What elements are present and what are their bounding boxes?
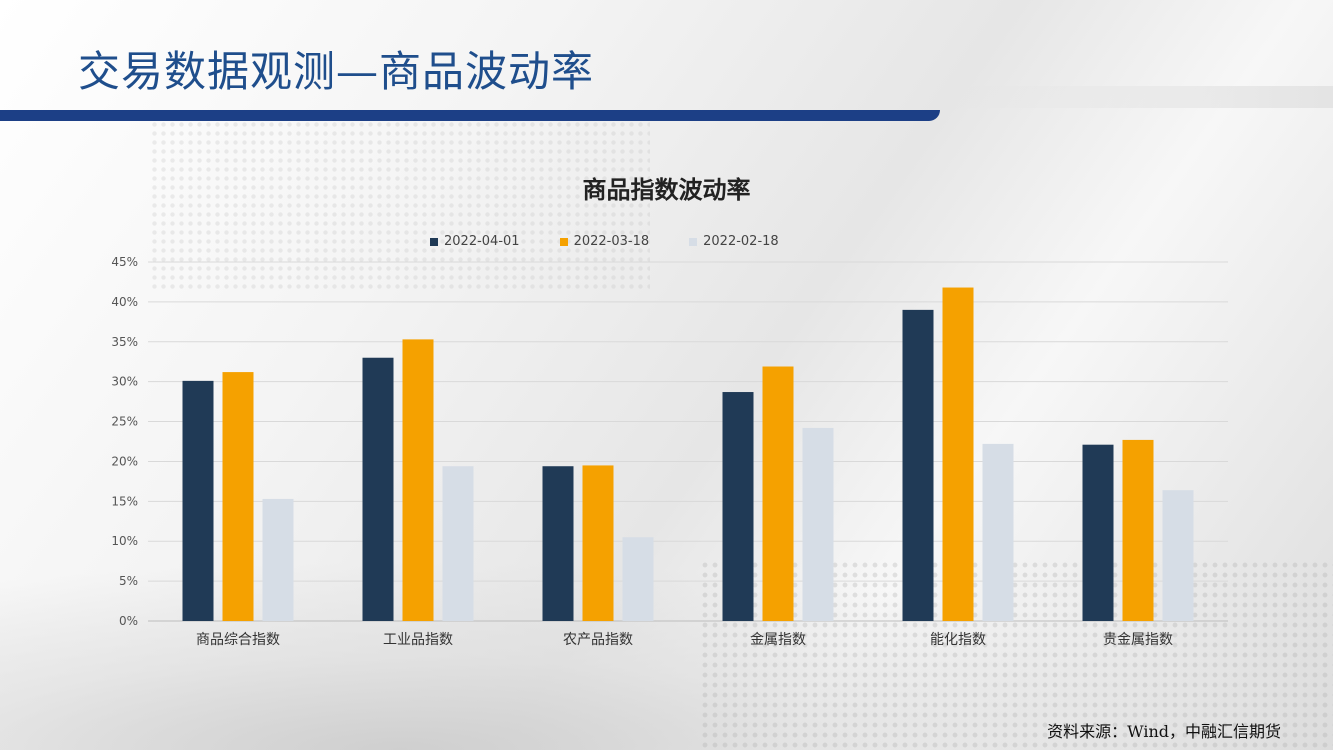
y-tick-label: 20%: [111, 454, 138, 468]
bar: [362, 357, 394, 621]
y-tick-label: 5%: [119, 574, 138, 588]
data-source-note: 资料来源：Wind，中融汇信期货: [1047, 722, 1281, 741]
x-category-label: 商品综合指数: [196, 632, 280, 648]
bar: [542, 466, 574, 621]
legend-item-series-3: 2022-02-18: [689, 234, 779, 249]
legend-label-1: 2022-04-01: [444, 234, 520, 249]
bar: [902, 309, 934, 621]
x-category-label: 金属指数: [750, 632, 806, 648]
y-tick-label: 15%: [111, 494, 138, 508]
legend-item-series-2: 2022-03-18: [559, 234, 650, 249]
bar: [802, 427, 834, 621]
y-tick-label: 30%: [111, 375, 138, 389]
x-category-label: 工业品指数: [383, 632, 453, 648]
header-divider-bar: [0, 110, 940, 121]
bar: [582, 465, 614, 621]
bar: [182, 380, 214, 621]
slide-title: 交易数据观测—商品波动率: [78, 47, 595, 96]
bar: [942, 287, 974, 621]
bar: [762, 366, 794, 621]
y-tick-label: 35%: [111, 335, 138, 349]
chart-legend: 2022-04-01 2022-03-18 2022-02-18: [430, 234, 779, 249]
bar: [402, 339, 434, 621]
y-tick-label: 10%: [111, 534, 138, 548]
bar: [1082, 444, 1114, 621]
legend-swatch-3: [689, 237, 698, 246]
legend-swatch-2: [559, 237, 568, 246]
legend-label-3: 2022-02-18: [703, 234, 779, 249]
y-tick-label: 25%: [111, 415, 138, 429]
legend-swatch-1: [430, 237, 438, 246]
x-category-label: 农产品指数: [563, 632, 633, 648]
y-tick-label: 45%: [111, 255, 138, 269]
legend-item-series-1: 2022-04-01: [430, 234, 520, 249]
bar: [622, 537, 654, 621]
bar: [262, 498, 294, 621]
bar: [442, 466, 474, 621]
x-category-label: 能化指数: [930, 632, 986, 648]
legend-label-2: 2022-03-18: [573, 234, 650, 249]
y-tick-label: 40%: [111, 295, 138, 309]
chart-title: 商品指数波动率: [582, 176, 751, 204]
bar: [982, 443, 1014, 621]
bar: [1162, 490, 1194, 621]
bar: [1122, 439, 1154, 621]
y-tick-label: 0%: [119, 614, 138, 628]
bar: [722, 392, 754, 621]
x-category-label: 贵金属指数: [1103, 632, 1173, 648]
bar: [222, 372, 254, 621]
header-bar-cap: [930, 86, 1333, 108]
